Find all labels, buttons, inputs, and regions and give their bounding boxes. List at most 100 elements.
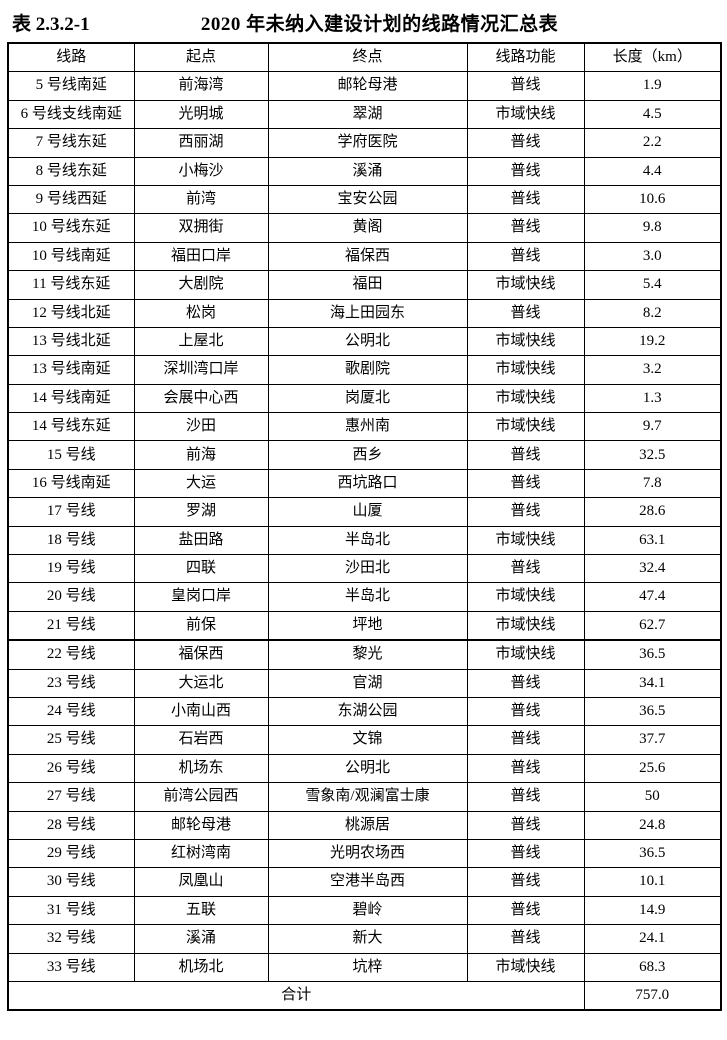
page-title: 2020 年未纳入建设计划的线路情况汇总表	[200, 14, 559, 35]
end-cell: 歌剧院	[267, 355, 468, 385]
function-cell: 市域快线	[466, 99, 585, 130]
end-cell: 福保西	[267, 241, 468, 272]
line-cell: 10 号线南延	[7, 241, 135, 272]
length-cell: 7.8	[583, 468, 722, 499]
table-row: 22 号线 福保西 黎光 市域快线 36.5	[7, 639, 722, 670]
length-cell: 19.2	[583, 326, 722, 357]
lines-table: 线路 起点 终点 线路功能 长度（km） 5 号线南延 前海湾 邮轮母港 普线 1.9 6…	[7, 42, 722, 1012]
function-cell: 普线	[466, 838, 585, 869]
table-row: 18 号线 盐田路 半岛北 市域快线 63.1	[7, 525, 722, 556]
end-cell: 东湖公园	[267, 696, 468, 727]
line-cell: 8 号线东延	[7, 156, 135, 186]
function-cell: 普线	[466, 924, 585, 954]
end-cell: 空港半岛西	[267, 867, 468, 897]
total-label-cell: 合计	[7, 980, 585, 1011]
end-cell: 半岛北	[267, 525, 468, 556]
line-cell: 15 号线	[7, 440, 135, 470]
table-row: 33 号线 机场北 坑梓 市域快线 68.3	[7, 952, 722, 982]
start-cell: 机场北	[133, 952, 269, 982]
function-cell: 普线	[466, 156, 585, 186]
function-cell: 普线	[466, 782, 585, 812]
end-cell: 沙田北	[267, 554, 468, 584]
function-cell: 普线	[466, 895, 585, 926]
line-cell: 22 号线	[7, 639, 135, 670]
length-cell: 24.1	[583, 924, 722, 954]
end-cell: 半岛北	[267, 582, 468, 612]
line-cell: 18 号线	[7, 525, 135, 556]
line-cell: 25 号线	[7, 725, 135, 755]
table-row: 19 号线 四联 沙田北 普线 32.4	[7, 554, 722, 584]
start-cell: 会展中心西	[133, 383, 269, 414]
function-cell: 普线	[466, 128, 585, 158]
end-cell: 西坑路口	[267, 468, 468, 499]
start-cell: 四联	[133, 554, 269, 584]
start-cell: 石岩西	[133, 725, 269, 755]
start-cell: 大运	[133, 468, 269, 499]
length-cell: 4.5	[583, 99, 722, 130]
start-cell: 五联	[133, 895, 269, 926]
start-cell: 前湾公园西	[133, 782, 269, 812]
end-cell: 坑梓	[267, 952, 468, 982]
column-header-line: 线路	[7, 42, 135, 73]
length-cell: 10.6	[583, 184, 722, 215]
title-row: 表 2.3.2-1 2020 年未纳入建设计划的线路情况汇总表	[0, 0, 727, 39]
table-row: 31 号线 五联 碧岭 普线 14.9	[7, 895, 722, 926]
table-row: 9 号线西延 前湾 宝安公园 普线 10.6	[7, 184, 722, 215]
table-row: 7 号线东延 西丽湖 学府医院 普线 2.2	[7, 128, 722, 158]
function-cell: 普线	[466, 71, 585, 101]
function-cell: 市域快线	[466, 610, 585, 641]
end-cell: 山厦	[267, 497, 468, 527]
line-cell: 17 号线	[7, 497, 135, 527]
end-cell: 黄阁	[267, 213, 468, 243]
length-cell: 32.4	[583, 554, 722, 584]
function-cell: 市域快线	[466, 412, 585, 442]
end-cell: 桃源居	[267, 810, 468, 840]
start-cell: 福保西	[133, 639, 269, 670]
line-cell: 21 号线	[7, 610, 135, 641]
function-cell: 普线	[466, 241, 585, 272]
start-cell: 深圳湾口岸	[133, 355, 269, 385]
table-row: 24 号线 小南山西 东湖公园 普线 36.5	[7, 696, 722, 727]
table-row: 17 号线 罗湖 山厦 普线 28.6	[7, 497, 722, 527]
start-cell: 小梅沙	[133, 156, 269, 186]
end-cell: 公明北	[267, 753, 468, 784]
start-cell: 上屋北	[133, 326, 269, 357]
end-cell: 雪象南/观澜富士康	[267, 782, 468, 812]
start-cell: 罗湖	[133, 497, 269, 527]
line-cell: 13 号线南延	[7, 355, 135, 385]
table-row: 23 号线 大运北 官湖 普线 34.1	[7, 668, 722, 698]
function-cell: 普线	[466, 668, 585, 698]
table-row: 20 号线 皇岗口岸 半岛北 市域快线 47.4	[7, 582, 722, 612]
end-cell: 翠湖	[267, 99, 468, 130]
line-cell: 9 号线西延	[7, 184, 135, 215]
table-row: 14 号线东延 沙田 惠州南 市域快线 9.7	[7, 412, 722, 442]
length-cell: 47.4	[583, 582, 722, 612]
function-cell: 普线	[466, 696, 585, 727]
table-row: 13 号线北延 上屋北 公明北 市域快线 19.2	[7, 326, 722, 357]
end-cell: 碧岭	[267, 895, 468, 926]
end-cell: 宝安公园	[267, 184, 468, 215]
table-row: 8 号线东延 小梅沙 溪涌 普线 4.4	[7, 156, 722, 186]
table-row: 32 号线 溪涌 新大 普线 24.1	[7, 924, 722, 954]
line-cell: 12 号线北延	[7, 298, 135, 328]
length-cell: 9.7	[583, 412, 722, 442]
start-cell: 小南山西	[133, 696, 269, 727]
line-cell: 20 号线	[7, 582, 135, 612]
function-cell: 普线	[466, 298, 585, 328]
function-cell: 普线	[466, 213, 585, 243]
start-cell: 前海	[133, 440, 269, 470]
table-row: 15 号线 前海 西乡 普线 32.5	[7, 440, 722, 470]
start-cell: 前海湾	[133, 71, 269, 101]
end-cell: 西乡	[267, 440, 468, 470]
length-cell: 3.0	[583, 241, 722, 272]
end-cell: 光明农场西	[267, 838, 468, 869]
function-cell: 普线	[466, 753, 585, 784]
start-cell: 凤凰山	[133, 867, 269, 897]
length-cell: 36.5	[583, 639, 722, 670]
length-cell: 68.3	[583, 952, 722, 982]
end-cell: 文锦	[267, 725, 468, 755]
function-cell: 市域快线	[466, 383, 585, 414]
start-cell: 沙田	[133, 412, 269, 442]
end-cell: 学府医院	[267, 128, 468, 158]
